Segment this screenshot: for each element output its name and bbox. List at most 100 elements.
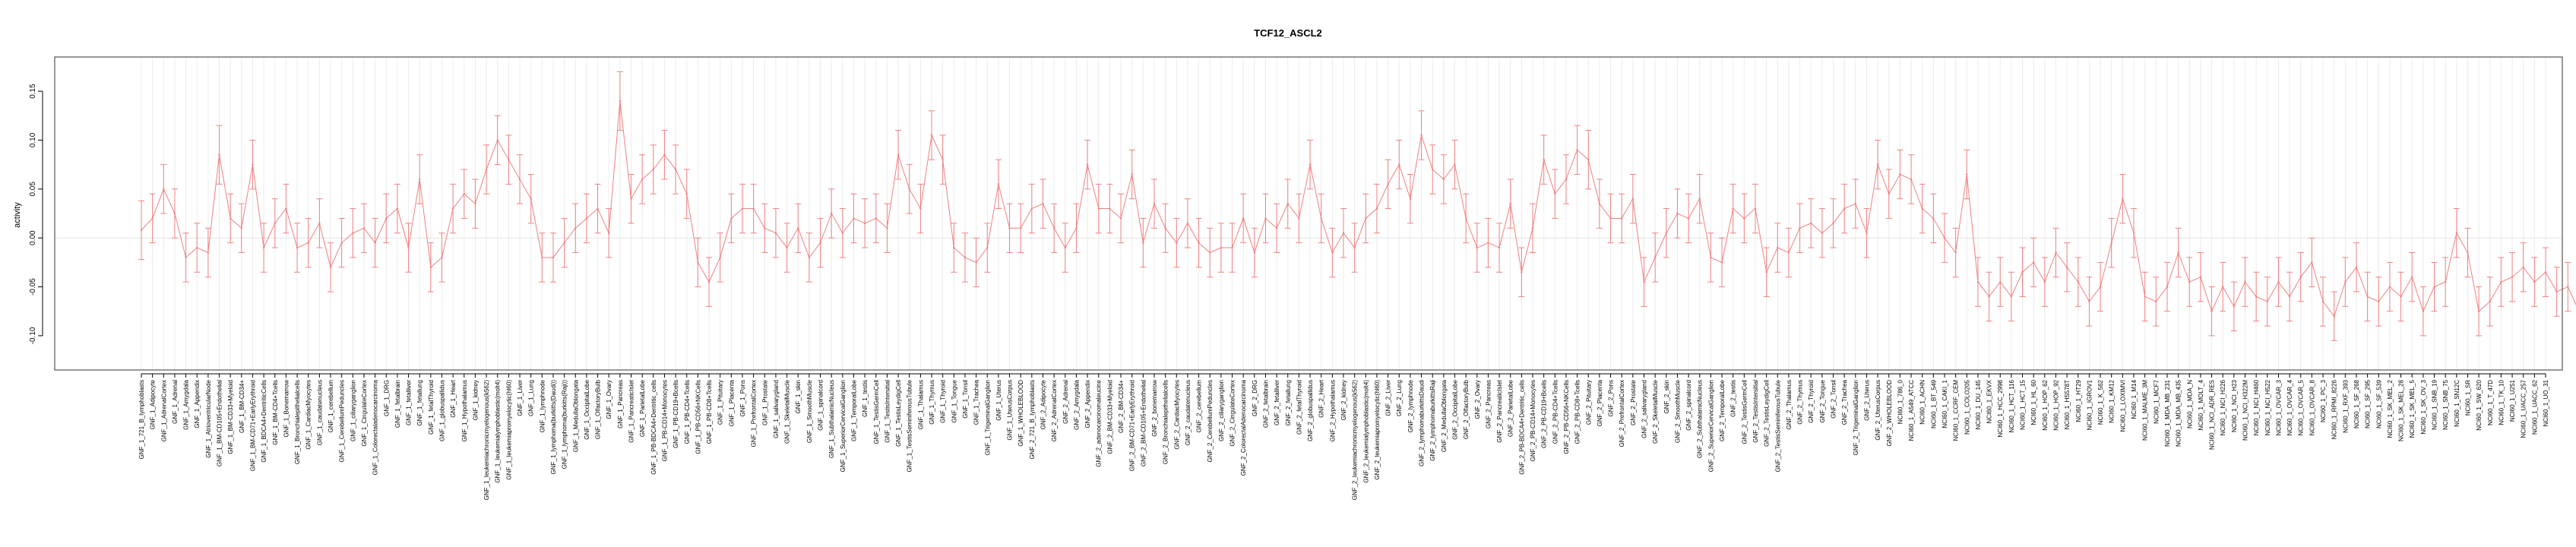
data-point	[1331, 251, 1334, 254]
data-point	[1598, 202, 1601, 205]
x-tick-label: GNF_2_Prostate	[1630, 379, 1637, 425]
data-point	[1531, 227, 1534, 229]
data-point	[2288, 296, 2291, 298]
x-tick-label: NCI60_1_TK_10	[2498, 379, 2505, 425]
data-point	[2344, 280, 2347, 283]
data-point	[2422, 310, 2425, 312]
data-point	[1298, 217, 1300, 220]
x-tick-label: GNF_1_PB-CD4+Tcells	[684, 380, 691, 444]
x-tick-label: GNF_1_ciliaryganglion	[350, 380, 356, 441]
data-point	[1198, 242, 1200, 244]
x-tick-label: GNF_2_lymphomaburkittsRaji	[1429, 380, 1436, 461]
x-tick-label: GNF_2_TestisSeminiferousTubule	[1774, 379, 1781, 472]
x-tick-label: NCI60_1_HCT_15	[2020, 379, 2027, 429]
data-point	[1676, 212, 1679, 215]
data-point	[1921, 207, 1923, 210]
data-point	[574, 227, 577, 229]
data-point	[1231, 246, 1233, 249]
x-tick-label: NCI60_1_786_0	[1897, 379, 1904, 424]
data-point	[1509, 202, 1511, 205]
x-tick-label: GNF_2_fetalThyroid	[1296, 380, 1302, 435]
x-tick-label: GNF_2_PB-CD8+Tcells	[1574, 380, 1581, 444]
x-tick-label: GNF_1_Tonsil	[962, 380, 969, 419]
x-tick-label: GNF_2_lymphomaburkittsDaudi	[1419, 380, 1426, 466]
data-point	[1320, 217, 1322, 220]
x-tick-label: NCI60_1_SF_295	[2365, 379, 2372, 428]
data-point	[1799, 227, 1801, 229]
x-tick-label: NCI60_1_SNB_75	[2442, 379, 2449, 429]
data-point	[2132, 232, 2135, 234]
series-polyline	[141, 100, 2576, 318]
data-point	[1765, 271, 1767, 274]
x-tick-label: GNF_2_fetalliver	[1274, 380, 1280, 425]
data-point	[451, 207, 454, 210]
x-tick-label: GNF_2_TestisGermCell	[1741, 380, 1748, 444]
x-tick-label: GNF_1_Pons	[739, 380, 746, 416]
x-tick-label: GNF_1_kidney	[472, 380, 479, 420]
data-point	[2522, 266, 2524, 269]
data-point	[1565, 178, 1568, 181]
data-point	[340, 242, 343, 244]
plot-frame	[54, 56, 2563, 371]
data-point	[1821, 232, 1824, 234]
data-point	[173, 212, 176, 215]
data-point	[1543, 158, 1545, 161]
data-point	[385, 217, 388, 220]
data-point	[1442, 178, 1445, 181]
data-point	[1264, 217, 1267, 220]
data-point	[853, 217, 855, 220]
data-point	[1854, 202, 1857, 205]
data-point	[2088, 300, 2090, 303]
data-point	[1286, 202, 1289, 205]
y-tick-label: 0.05	[29, 182, 37, 197]
data-point	[552, 256, 555, 259]
data-point	[1176, 242, 1178, 244]
data-point	[1966, 173, 1968, 175]
chart-title: TCF12_ASCL2	[1254, 27, 1322, 39]
x-tick-label: GNF_1_BDCA4+DentriticCells	[261, 380, 267, 463]
x-tick-label: GNF_1_BM-CD105+Endothelial	[217, 380, 223, 466]
data-point	[240, 227, 243, 229]
data-point	[1932, 217, 1935, 220]
x-tick-label: NCI60_1_SNB_19	[2432, 379, 2438, 429]
data-point	[563, 242, 565, 244]
x-tick-label: NCI60_1_OVCAR_5	[2298, 379, 2305, 435]
x-tick-label: GNF_1_Liver	[517, 380, 524, 416]
data-point	[1999, 280, 2002, 283]
x-tick-label: NCI60_1_SK_MEL_5	[2409, 379, 2416, 438]
y-tick-label: 0.15	[29, 84, 37, 99]
data-point	[2233, 305, 2236, 308]
x-tick-label: NCI60_1_NCI_H226	[2220, 379, 2226, 435]
x-tick-label: GNF_2_Tongue	[1819, 379, 1826, 422]
x-tick-label: GNF_1_PB-CD14+Monocytes	[661, 380, 668, 461]
x-tick-label: GNF_1_Thyroid	[940, 380, 947, 423]
y-tick-label: 0.00	[29, 230, 37, 245]
data-point	[2199, 276, 2202, 278]
data-point	[1521, 271, 1523, 274]
x-tick-label: GNF_2_PB-BDCA4+Dentritic_cells	[1518, 380, 1525, 475]
data-point	[2467, 251, 2469, 254]
x-tick-label: GNF_1_Bronchialepithelialcells	[294, 380, 301, 464]
x-tick-label: GNF_2_adenocarcinomaleucine	[1096, 379, 1103, 466]
x-tick-label: NCI60_1_SF_268	[2353, 379, 2360, 428]
data-point	[1954, 251, 1957, 254]
data-point	[2244, 280, 2246, 283]
x-tick-label: GNF_1_TestisLeydigCell	[895, 380, 902, 447]
x-tick-label: GNF_2_OlfactoryBulb	[1463, 379, 1470, 439]
data-point	[1609, 217, 1612, 220]
data-point	[619, 100, 622, 103]
data-point	[797, 227, 799, 229]
data-point	[830, 212, 833, 215]
data-point	[463, 193, 465, 195]
x-tick-label: NCI60_1_DU_145	[1975, 379, 1982, 429]
x-tick-label: GNF_2_TestisIntersitial	[1752, 380, 1759, 443]
x-tick-label: NCI60_1_HOP_62	[2042, 379, 2049, 430]
data-point	[508, 158, 510, 161]
data-point	[2177, 251, 2179, 254]
x-tick-label: NCI60_1_MDA_MB_435	[2176, 379, 2182, 447]
data-point	[1888, 193, 1890, 195]
x-tick-label: GNF_2_PB-CD19+Bcells	[1541, 380, 1548, 448]
data-point	[1787, 251, 1790, 254]
x-tick-label: GNF_1_Lung	[528, 380, 535, 416]
data-point	[1153, 202, 1156, 205]
